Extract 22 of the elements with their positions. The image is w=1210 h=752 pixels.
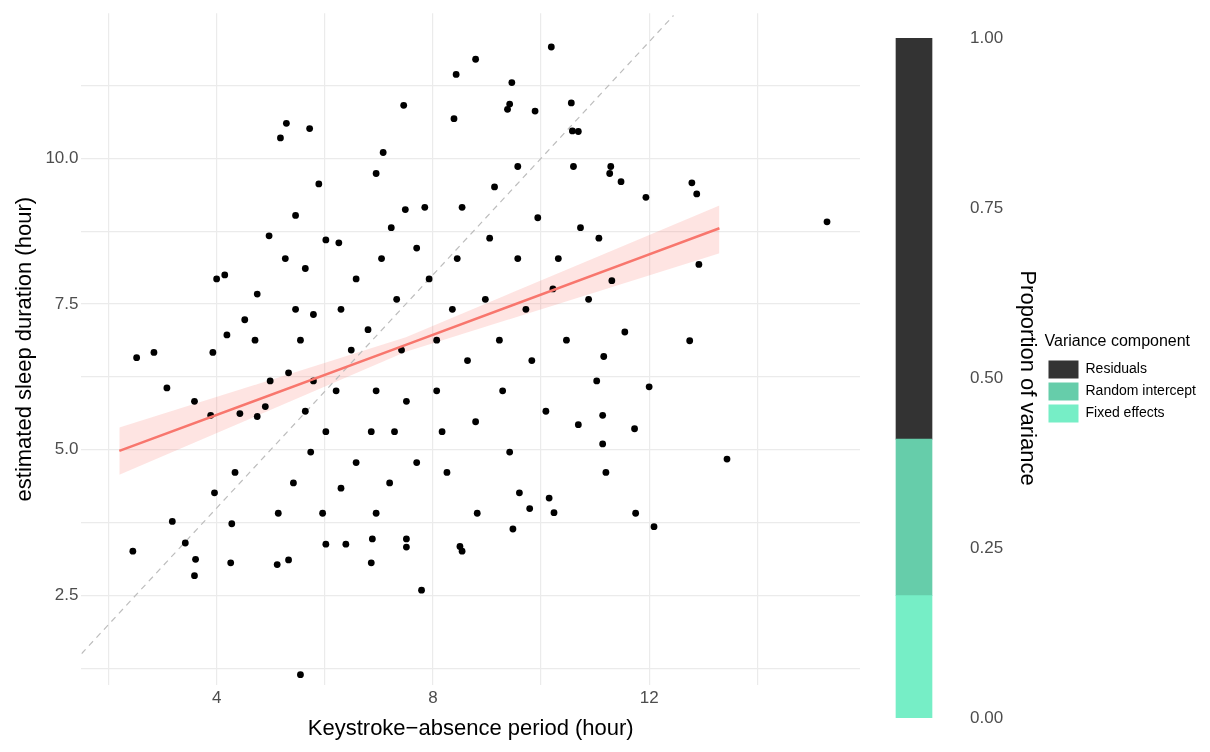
- y-tick-label: 1.00: [970, 27, 1004, 47]
- y-axis-title: estimated sleep duration (hour): [11, 196, 37, 502]
- y-tick-label: 0.25: [970, 537, 1004, 557]
- x-tick-label: 4: [211, 688, 222, 708]
- y-tick-label: 0.50: [970, 367, 1004, 387]
- bar: [895, 438, 933, 596]
- legend-label: Residuals: [1085, 360, 1147, 377]
- bar: [895, 38, 933, 440]
- legend-title: Variance component: [1044, 331, 1191, 349]
- legend-label: Fixed effects: [1085, 404, 1165, 421]
- bar: [895, 595, 933, 718]
- y-tick-label: 10.0: [45, 148, 79, 168]
- y-axis-title: Proportion of variance: [1016, 270, 1042, 486]
- x-tick-label: 12: [639, 688, 659, 708]
- y-tick-label: 5.0: [54, 439, 79, 459]
- y-tick-label: 7.5: [54, 293, 79, 313]
- x-tick-label: 8: [428, 688, 438, 708]
- x-axis-title: Keystroke−absence period (hour): [307, 714, 634, 740]
- y-tick-label: 0.00: [970, 707, 1004, 727]
- y-tick-label: 0.75: [970, 197, 1004, 217]
- legend-label: Random intercept: [1085, 382, 1197, 399]
- y-tick-label: 2.5: [54, 585, 79, 605]
